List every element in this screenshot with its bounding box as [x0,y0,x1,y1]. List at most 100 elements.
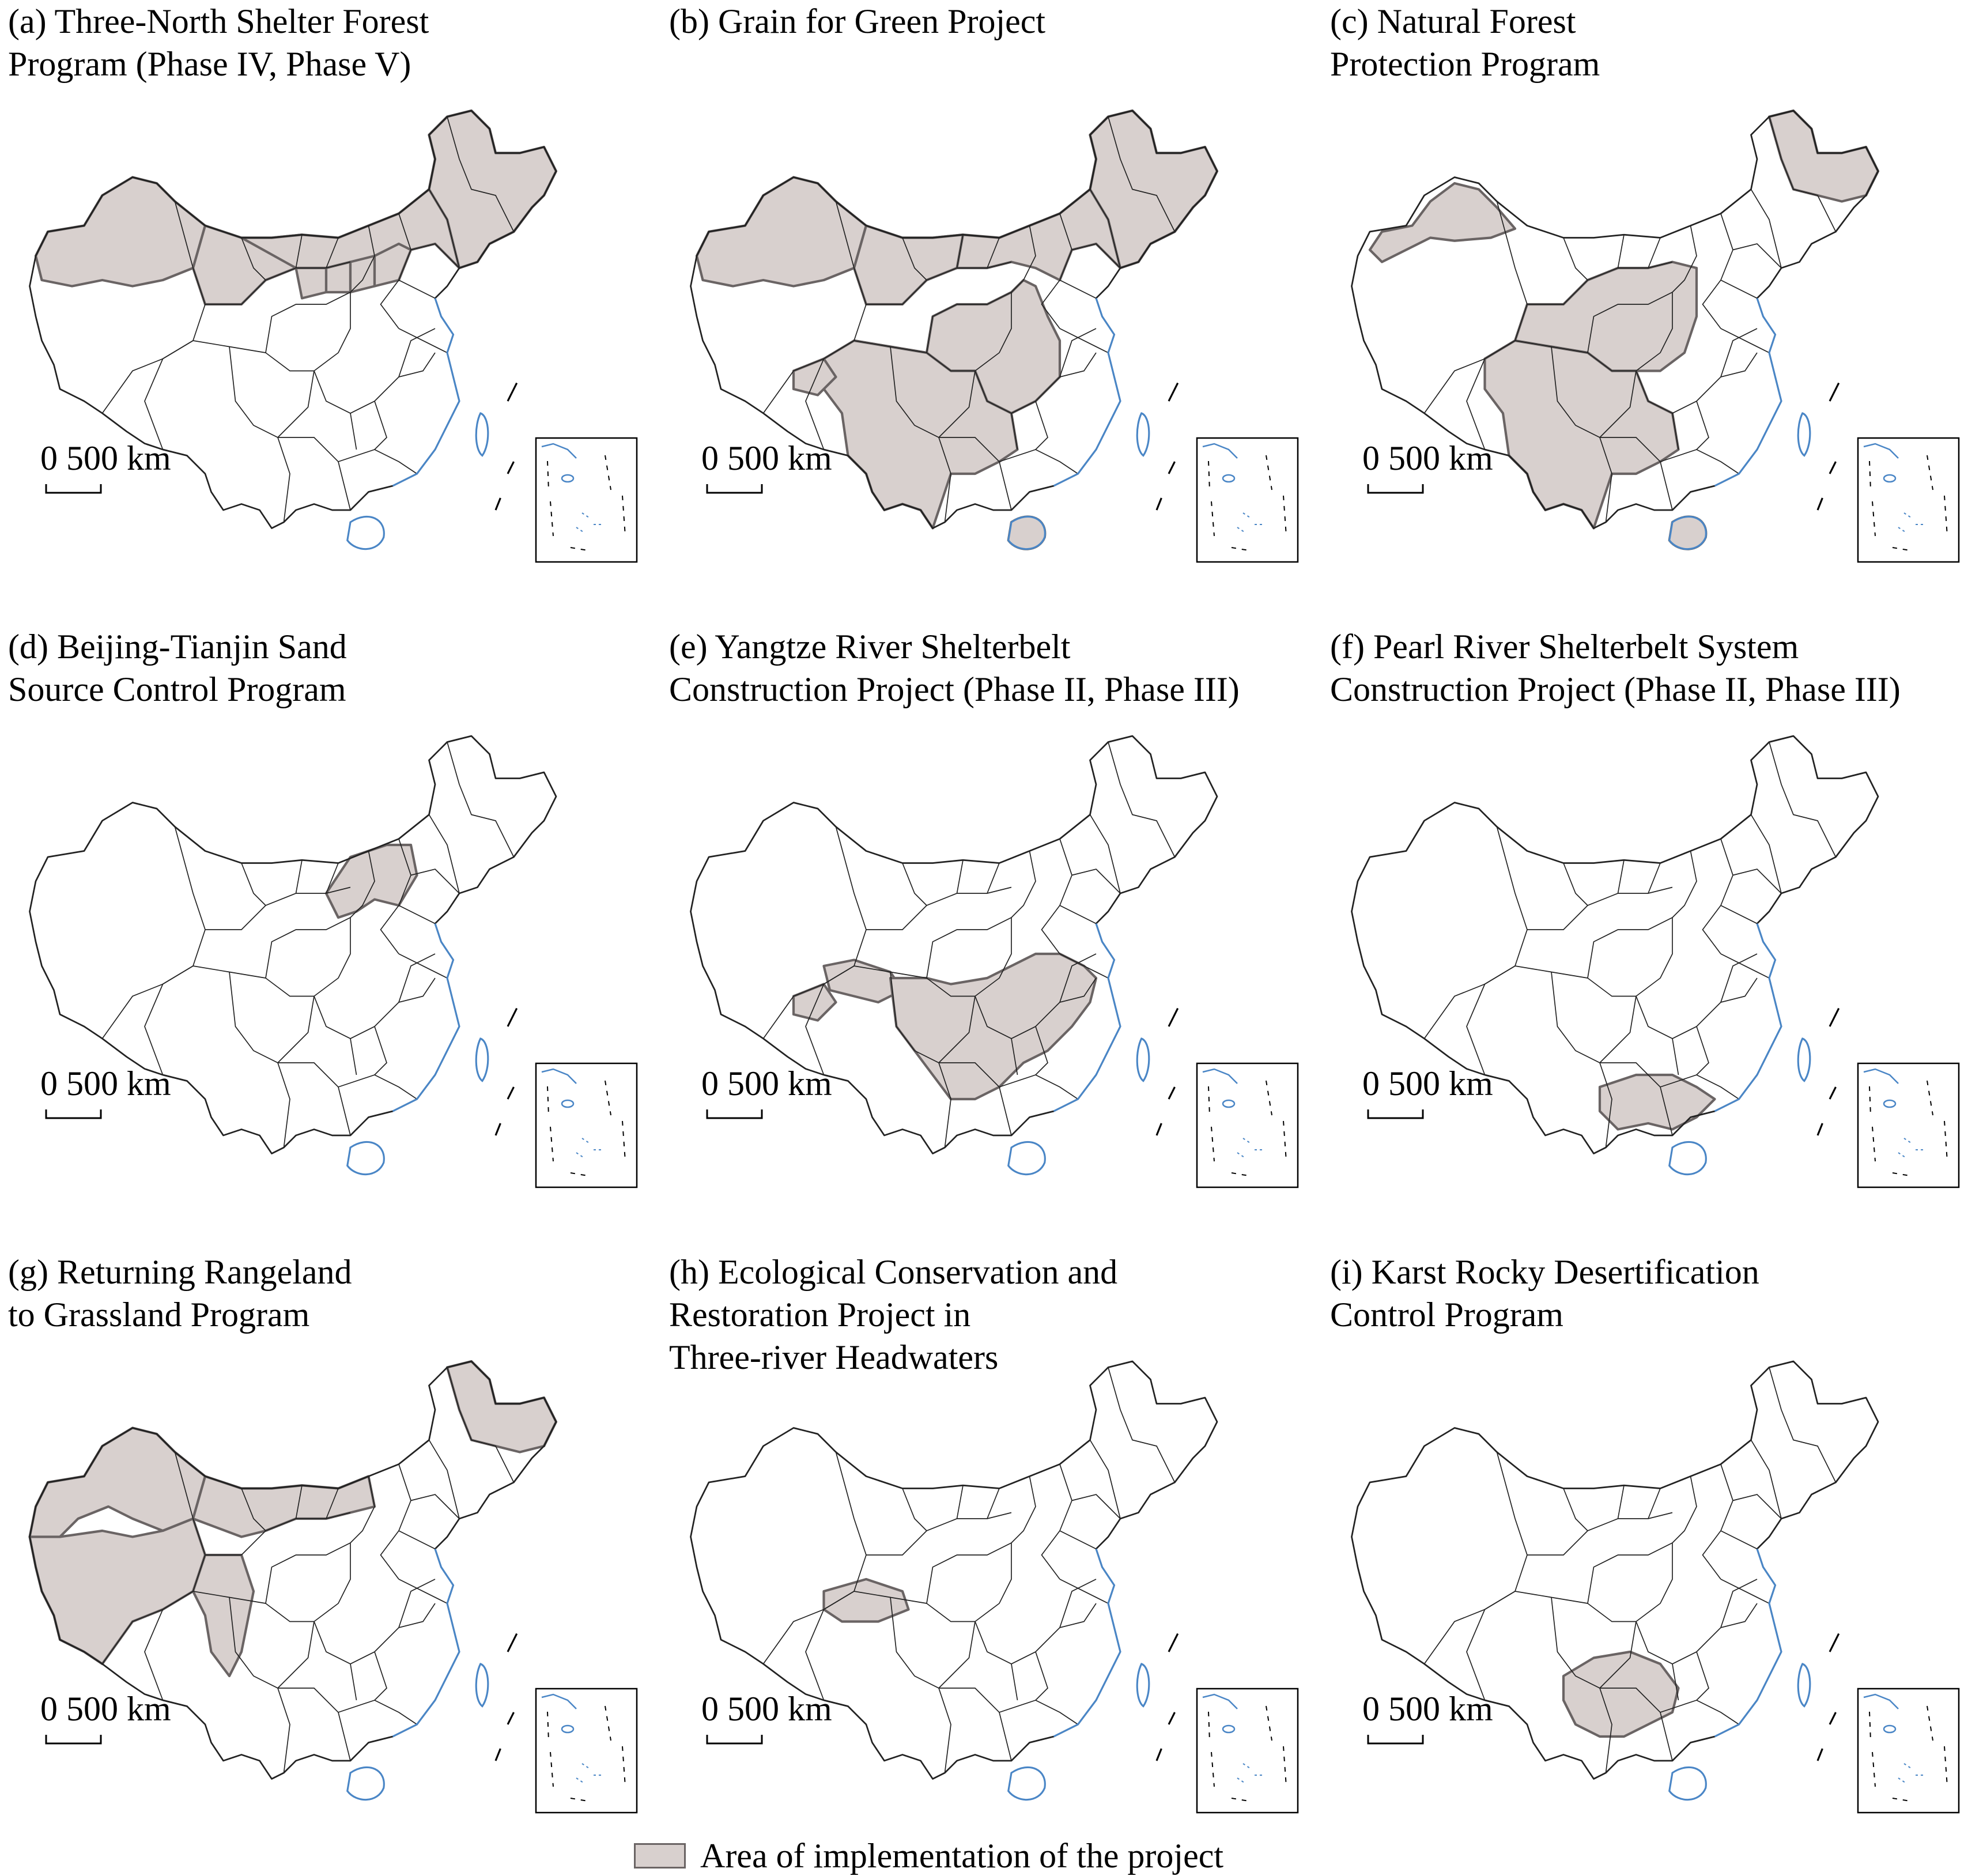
hainan-island [1007,516,1046,550]
province-border [1527,261,1673,305]
inset-map [1196,1688,1299,1814]
boundary-dash [1829,1712,1837,1725]
province-border [956,860,964,894]
panel-title-line: Three-river Headwaters [669,1338,999,1376]
province-border [144,1591,194,1701]
inset-coast [541,1693,577,1709]
province-border [1071,869,1121,894]
panel-title-line: Program (Phase IV, Phase V) [8,45,411,83]
boundary-dash [1829,1007,1840,1027]
province-border [241,863,266,906]
province-border [1720,1579,1758,1628]
inset-dashed-line [1208,455,1287,551]
province-border [1059,953,1097,1003]
province-border [1466,340,1516,450]
province-border [1720,1530,1758,1550]
coastline [1053,923,1121,1112]
panel-title-line: Control Program [1330,1296,1563,1334]
province-border [374,1026,387,1075]
legend-label: Area of implementation of the project [700,1837,1223,1875]
province-border [938,1621,976,1689]
province-border [326,863,339,894]
map-e [690,735,1299,1188]
province-border [1011,1663,1018,1701]
scale-bar [706,1735,763,1745]
province-border [1527,886,1673,930]
province-border [1696,401,1709,450]
province-border [313,225,375,372]
province-border [890,1597,951,1773]
province-border [1660,1074,1739,1100]
province-border [205,261,351,305]
province-border [1551,972,1612,1148]
province-border [1635,851,1697,997]
panel-title-line: Restoration Project in [669,1296,971,1334]
inset-islands [1898,1763,1924,1784]
province-border [805,965,855,1075]
scale-bar [45,1735,102,1745]
inset-coast [1202,1693,1238,1709]
coastline [392,1549,460,1738]
province-border [1672,1663,1679,1701]
province-border [277,437,351,511]
inset-islands [1237,1763,1263,1784]
province-border [938,1688,1012,1761]
province-border [1635,1476,1697,1622]
province-border [1466,965,1516,1075]
province-border [1563,863,1588,906]
province-border [1599,1688,1673,1761]
province-border [1563,1488,1588,1531]
boundary-dash [1155,497,1162,511]
province-border [1059,953,1109,979]
map-body-a [29,109,558,550]
province-border [835,201,867,341]
inset-islands [1898,1138,1924,1159]
map-a [29,109,638,563]
province-border [144,340,194,450]
hainan-island [346,1766,385,1801]
panel-title-c: (c) Natural Forest Protection Program [1330,0,1600,85]
inset-dashed-line [1208,1080,1287,1176]
boundary-dash [1829,1633,1840,1652]
scale-bar [45,484,102,494]
scale-bar [1367,484,1424,494]
inset-island [561,474,575,483]
province-border [1599,1062,1673,1136]
taiwan-island [1136,1663,1150,1708]
map-i [1351,1360,1960,1814]
inset-coast [1202,443,1238,459]
highlight-region-ningxia [294,266,328,300]
map-panel-d: (d) Beijing-Tianjin Sand Source Control P… [0,625,661,1251]
scale-label: 0 500 km [1362,439,1493,477]
province-border [398,1579,448,1604]
inset-dashed-line [1208,1705,1287,1802]
province-border [987,1488,1000,1519]
inset-frame [1857,437,1960,563]
hainan-island [1007,1766,1046,1801]
hainan-island [346,516,385,550]
province-border [1750,189,1782,269]
province-border [1108,742,1176,858]
province-border [902,1488,927,1531]
province-border [1617,1485,1625,1519]
panel-title-g: (g) Returning Rangeland to Grassland Prog… [8,1251,352,1336]
coastline [392,923,460,1112]
inset-frame [535,437,638,563]
inset-frame [1857,1062,1960,1188]
province-border [295,235,303,269]
scale-label: 0 500 km [40,439,171,477]
map-panel-i: (i) Karst Rocky Desertification Control P… [1322,1251,1983,1876]
province-border [1496,826,1528,967]
boundary-dash [507,1633,518,1652]
panel-title-line: Construction Project (Phase II, Phase II… [669,670,1240,708]
inset-islands [576,1138,602,1159]
inset-island [1883,1724,1897,1734]
province-border [398,905,436,924]
province-border [241,237,266,281]
province-border [1769,116,1837,232]
scale-bar [1367,1109,1424,1119]
province-border [1648,1488,1661,1519]
province-border [205,1512,351,1556]
province-border [1720,1579,1770,1604]
province-border [938,1062,1012,1136]
